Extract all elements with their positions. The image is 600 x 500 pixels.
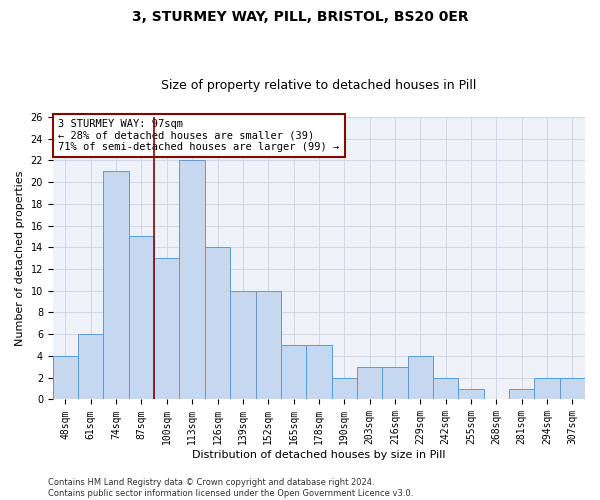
Bar (179, 160, 205, 400)
Bar (357, 367, 382, 400)
Bar (53, 356, 78, 400)
Bar (154, 258, 179, 400)
Text: 3, STURMEY WAY, PILL, BRISTOL, BS20 0ER: 3, STURMEY WAY, PILL, BRISTOL, BS20 0ER (131, 10, 469, 24)
Bar (509, 388, 535, 400)
Bar (458, 388, 484, 400)
Title: Size of property relative to detached houses in Pill: Size of property relative to detached ho… (161, 79, 476, 92)
Bar (433, 378, 458, 400)
Bar (256, 290, 281, 400)
Text: 3 STURMEY WAY: 97sqm
← 28% of detached houses are smaller (39)
71% of semi-detac: 3 STURMEY WAY: 97sqm ← 28% of detached h… (58, 119, 340, 152)
Y-axis label: Number of detached properties: Number of detached properties (15, 170, 25, 346)
Bar (281, 345, 306, 400)
X-axis label: Distribution of detached houses by size in Pill: Distribution of detached houses by size … (192, 450, 446, 460)
Bar (560, 378, 585, 400)
Bar (103, 171, 129, 400)
Text: Contains HM Land Registry data © Crown copyright and database right 2024.
Contai: Contains HM Land Registry data © Crown c… (48, 478, 413, 498)
Bar (230, 290, 256, 400)
Bar (129, 236, 154, 400)
Bar (78, 334, 103, 400)
Bar (306, 345, 332, 400)
Bar (332, 378, 357, 400)
Bar (535, 378, 560, 400)
Bar (205, 248, 230, 400)
Bar (382, 367, 407, 400)
Bar (407, 356, 433, 400)
